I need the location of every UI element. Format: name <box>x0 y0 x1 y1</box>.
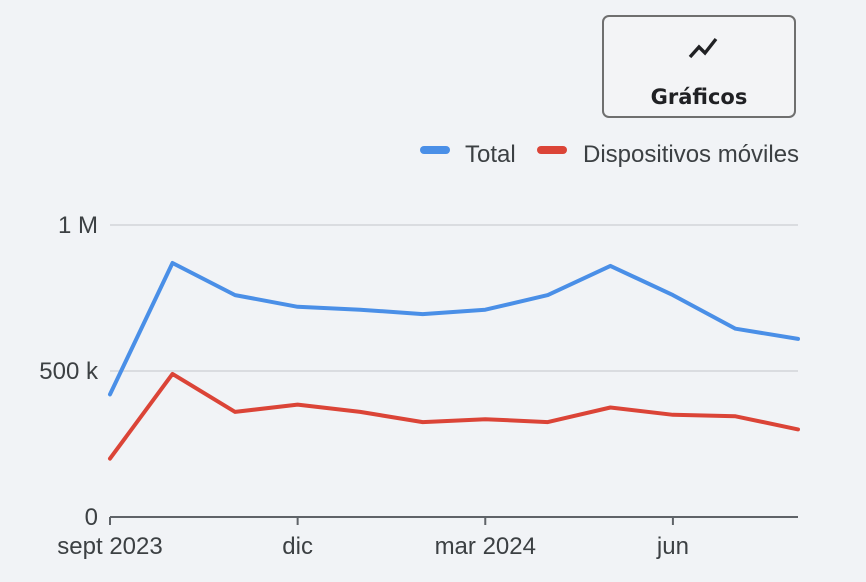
legend: Total Dispositivos móviles <box>420 141 799 168</box>
series-line-1 <box>108 371 800 461</box>
charts-button[interactable]: Gráficos <box>602 15 796 118</box>
charts-button-label: Gráficos <box>650 85 748 109</box>
series-line-0 <box>108 261 800 397</box>
x-tick-label: mar 2024 <box>435 533 536 560</box>
axes: 0 500 k 1 M sept 2023 dic mar 2024 jun <box>39 212 798 560</box>
gridlines <box>110 224 798 372</box>
legend-label: Dispositivos móviles <box>583 141 799 168</box>
y-tick-label: 500 k <box>39 358 99 385</box>
x-tick-label: sept 2023 <box>57 533 162 560</box>
x-tick-label: dic <box>282 533 313 560</box>
x-tick-label: jun <box>656 533 689 560</box>
legend-label: Total <box>465 141 516 168</box>
series-lines <box>108 261 800 461</box>
line-chart-icon <box>688 37 718 59</box>
y-tick-label: 0 <box>85 504 98 531</box>
y-tick-label: 1 M <box>58 212 98 239</box>
